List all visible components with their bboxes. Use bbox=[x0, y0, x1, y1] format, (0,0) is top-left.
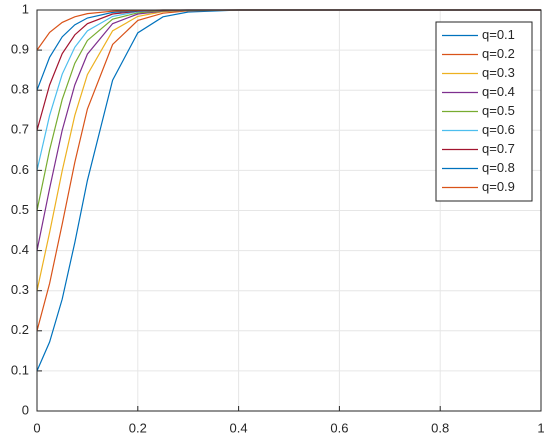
legend: q=0.1 q=0.2 q=0.3 q=0.4 q=0.5 q=0.6 q=0.7 q=0.8… bbox=[435, 21, 533, 202]
legend-label: q=0.9 bbox=[482, 179, 515, 194]
y-tick-label: 0.2 bbox=[11, 322, 29, 337]
x-tick-label: 0.8 bbox=[431, 420, 449, 435]
legend-label: q=0.8 bbox=[482, 160, 515, 175]
legend-label: q=0.5 bbox=[482, 103, 515, 118]
y-tick-label: 1 bbox=[22, 1, 29, 16]
x-tick-label: 0.4 bbox=[230, 420, 248, 435]
x-tick-label: 0.6 bbox=[330, 420, 348, 435]
axes-box bbox=[36, 9, 542, 412]
legend-label: q=0.1 bbox=[482, 27, 515, 42]
x-tick-label: 1 bbox=[537, 420, 544, 435]
legend-label: q=0.4 bbox=[482, 84, 515, 99]
y-tick-label: 0.8 bbox=[11, 82, 29, 97]
y-tick-label: 0.9 bbox=[11, 42, 29, 57]
y-tick-label: 0.5 bbox=[11, 202, 29, 217]
y-tick-label: 0.6 bbox=[11, 162, 29, 177]
x-tick-label: 0 bbox=[33, 420, 40, 435]
legend-label: q=0.7 bbox=[482, 141, 515, 156]
y-tick-label: 0.4 bbox=[11, 242, 29, 257]
legend-label: q=0.6 bbox=[482, 122, 515, 137]
y-tick-label: 0.7 bbox=[11, 122, 29, 137]
x-tick-label: 0.2 bbox=[129, 420, 147, 435]
legend-label: q=0.3 bbox=[482, 65, 515, 80]
y-tick-label: 0.1 bbox=[11, 362, 29, 377]
legend-label: q=0.2 bbox=[482, 46, 515, 61]
y-tick-label: 0 bbox=[22, 402, 29, 417]
y-tick-label: 0.3 bbox=[11, 282, 29, 297]
